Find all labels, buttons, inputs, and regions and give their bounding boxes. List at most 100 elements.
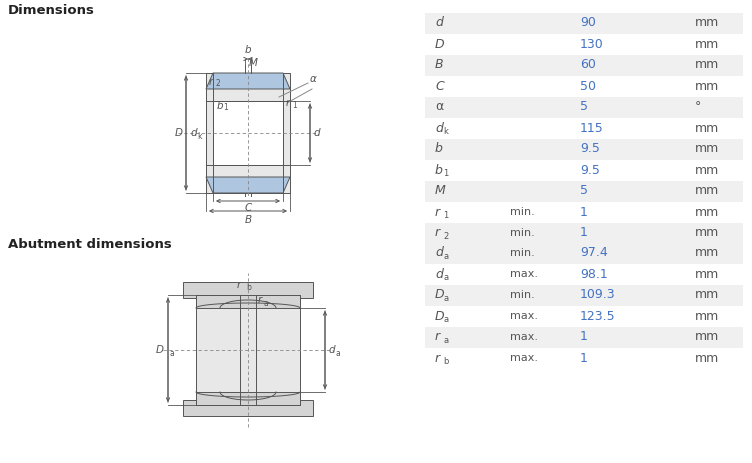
Text: 130: 130 bbox=[580, 38, 604, 50]
Text: C: C bbox=[244, 203, 252, 213]
Text: °: ° bbox=[695, 100, 702, 113]
Text: D: D bbox=[156, 345, 164, 355]
Text: Dimensions: Dimensions bbox=[8, 5, 95, 18]
Text: 5: 5 bbox=[580, 100, 588, 113]
Bar bbox=[425, 33, 743, 55]
Text: 60: 60 bbox=[580, 58, 596, 71]
Text: B: B bbox=[435, 58, 444, 71]
Text: r: r bbox=[286, 98, 290, 108]
Bar bbox=[425, 75, 743, 96]
Text: a: a bbox=[443, 252, 448, 261]
Text: d: d bbox=[191, 128, 198, 138]
Text: D: D bbox=[175, 128, 183, 138]
Text: b: b bbox=[435, 143, 443, 156]
Bar bbox=[196, 392, 300, 405]
Text: 1: 1 bbox=[580, 226, 588, 239]
Text: 97.4: 97.4 bbox=[580, 246, 608, 259]
Text: 1: 1 bbox=[580, 331, 588, 344]
Bar bbox=[425, 348, 743, 369]
Text: mm: mm bbox=[695, 38, 719, 50]
Text: mm: mm bbox=[695, 246, 719, 259]
Bar bbox=[425, 159, 743, 181]
Text: b: b bbox=[435, 163, 443, 176]
Polygon shape bbox=[206, 177, 290, 193]
Text: b: b bbox=[244, 45, 251, 55]
Text: mm: mm bbox=[695, 80, 719, 93]
Text: M: M bbox=[435, 184, 446, 198]
Text: mm: mm bbox=[695, 58, 719, 71]
Text: 9.5: 9.5 bbox=[580, 163, 600, 176]
Text: D: D bbox=[435, 309, 444, 323]
Bar bbox=[425, 243, 743, 263]
Text: r: r bbox=[435, 351, 440, 364]
Text: 1: 1 bbox=[292, 100, 297, 110]
Text: min.: min. bbox=[510, 290, 535, 300]
Text: r: r bbox=[209, 77, 214, 87]
Text: mm: mm bbox=[695, 17, 719, 30]
Text: 5: 5 bbox=[580, 184, 588, 198]
Text: mm: mm bbox=[695, 351, 719, 364]
Text: d: d bbox=[329, 345, 335, 355]
Text: d: d bbox=[435, 121, 443, 134]
Bar bbox=[425, 55, 743, 75]
Bar bbox=[196, 295, 300, 308]
Text: min.: min. bbox=[510, 248, 535, 258]
Text: D: D bbox=[435, 288, 444, 301]
Text: mm: mm bbox=[695, 163, 719, 176]
Bar bbox=[425, 263, 743, 284]
Text: d: d bbox=[435, 17, 443, 30]
Text: min.: min. bbox=[510, 207, 535, 217]
Bar bbox=[425, 13, 743, 33]
Text: mm: mm bbox=[695, 288, 719, 301]
Text: k: k bbox=[197, 132, 202, 141]
Text: 1: 1 bbox=[443, 169, 448, 178]
Bar bbox=[196, 295, 300, 405]
Text: r: r bbox=[435, 206, 440, 219]
Text: mm: mm bbox=[695, 226, 719, 239]
Text: a: a bbox=[443, 336, 448, 345]
Text: α: α bbox=[310, 74, 317, 84]
Text: max.: max. bbox=[510, 353, 538, 363]
Text: a: a bbox=[264, 299, 268, 307]
Text: mm: mm bbox=[695, 268, 719, 281]
Text: mm: mm bbox=[695, 331, 719, 344]
Text: min.: min. bbox=[510, 228, 535, 238]
Text: mm: mm bbox=[695, 206, 719, 219]
Text: a: a bbox=[169, 349, 174, 357]
Text: d: d bbox=[435, 246, 443, 259]
Text: mm: mm bbox=[695, 309, 719, 323]
Bar bbox=[183, 400, 313, 416]
Text: 50: 50 bbox=[580, 80, 596, 93]
Text: b: b bbox=[443, 357, 448, 366]
Text: r: r bbox=[237, 280, 241, 290]
Text: 2: 2 bbox=[215, 79, 220, 88]
Text: d: d bbox=[435, 268, 443, 281]
Text: 9.5: 9.5 bbox=[580, 143, 600, 156]
Bar bbox=[425, 306, 743, 326]
Text: Abutment dimensions: Abutment dimensions bbox=[8, 238, 171, 251]
Text: B: B bbox=[244, 215, 252, 225]
Bar bbox=[183, 282, 313, 298]
Text: b: b bbox=[246, 283, 251, 292]
Text: 123.5: 123.5 bbox=[580, 309, 616, 323]
Bar bbox=[206, 73, 290, 193]
Polygon shape bbox=[206, 73, 290, 89]
Bar bbox=[425, 284, 743, 306]
Text: a: a bbox=[443, 294, 448, 303]
Text: mm: mm bbox=[695, 184, 719, 198]
Bar bbox=[425, 223, 743, 244]
Text: 109.3: 109.3 bbox=[580, 288, 616, 301]
Bar bbox=[425, 118, 743, 138]
Bar bbox=[213, 101, 283, 165]
Text: C: C bbox=[435, 80, 444, 93]
Text: r: r bbox=[435, 226, 440, 239]
Text: max.: max. bbox=[510, 311, 538, 321]
Text: r: r bbox=[435, 331, 440, 344]
Text: d: d bbox=[314, 128, 320, 138]
Text: M: M bbox=[249, 58, 258, 68]
Bar bbox=[425, 138, 743, 159]
Text: r: r bbox=[258, 295, 262, 305]
Bar bbox=[425, 201, 743, 223]
Bar bbox=[425, 181, 743, 201]
Text: 1: 1 bbox=[223, 104, 228, 113]
